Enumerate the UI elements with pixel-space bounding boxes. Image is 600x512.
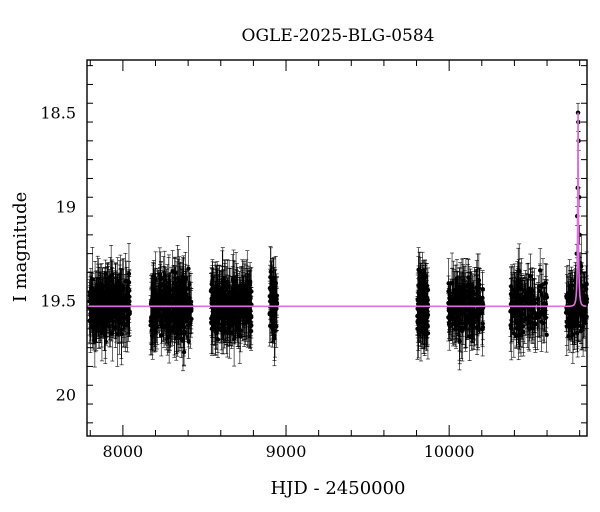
axis-ticks: 8000 9000 10000 18.5 19 19.5 20 (40, 60, 587, 461)
y-tick-label: 19 (56, 198, 76, 217)
x-tick-label: 8000 (103, 442, 144, 461)
y-tick-label: 19.5 (40, 292, 76, 311)
x-tick-label: 10000 (424, 442, 475, 461)
x-axis-label: HJD - 2450000 (270, 478, 405, 499)
y-axis-label: I magnitude (10, 192, 31, 303)
y-tick-label: 18.5 (40, 104, 76, 123)
y-tick-label: 20 (56, 386, 76, 405)
chart-title: OGLE-2025-BLG-0584 (242, 26, 435, 46)
x-tick-label: 9000 (266, 442, 307, 461)
error-bars (87, 102, 589, 372)
